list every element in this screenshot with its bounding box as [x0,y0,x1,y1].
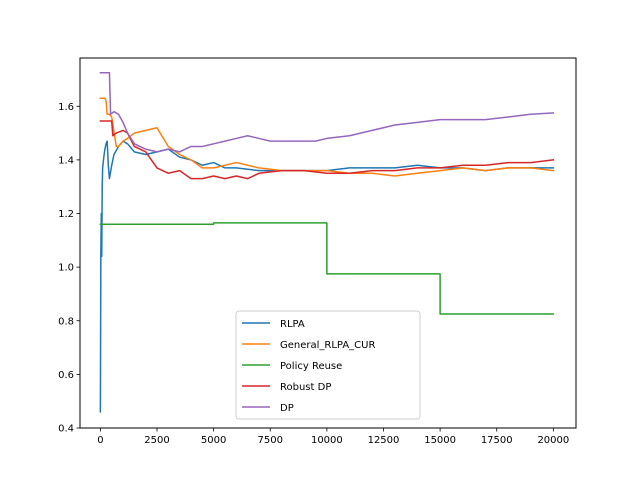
y-tick-label: 0.4 [58,424,74,435]
legend-box [235,310,421,420]
legend-label: RLPA [280,319,305,330]
series-line-5 [99,72,555,153]
x-tick-label: 7500 [258,435,283,446]
x-tick-label: 2500 [144,435,169,446]
x-tick-label: 17500 [481,435,513,446]
y-tick-label: 1.6 [58,102,74,113]
x-axis: 0 2500 5000 7500 10000 12500 15000 17500 20000 [97,428,569,446]
series-line-2 [99,97,555,177]
y-tick-label: 1.2 [58,209,74,220]
x-tick-label: 12500 [368,435,400,446]
legend-label: General_RLPA_CUR [280,340,375,351]
legend-label: DP [280,403,294,414]
series-line-3 [99,222,555,315]
y-tick-label: 0.6 [58,370,74,381]
y-tick-label: 0.8 [58,316,74,327]
x-tick-label: 0 [97,435,103,446]
legend-label: Robust DP [280,382,331,393]
y-tick-label: 1.0 [58,263,74,274]
x-tick-label: 20000 [537,435,569,446]
legend-label: Policy Reuse [280,361,342,372]
y-tick-label: 1.4 [58,155,74,166]
x-tick-label: 10000 [311,435,343,446]
x-tick-label: 15000 [424,435,456,446]
y-axis: 0.4 0.6 0.8 1.0 1.2 1.4 1.6 [58,102,80,435]
legend: RLPA General_RLPA_CUR Policy Reuse Robust D… [235,310,421,420]
plot-frame [79,57,577,429]
series-layer [99,72,555,413]
x-tick-label: 5000 [201,435,226,446]
